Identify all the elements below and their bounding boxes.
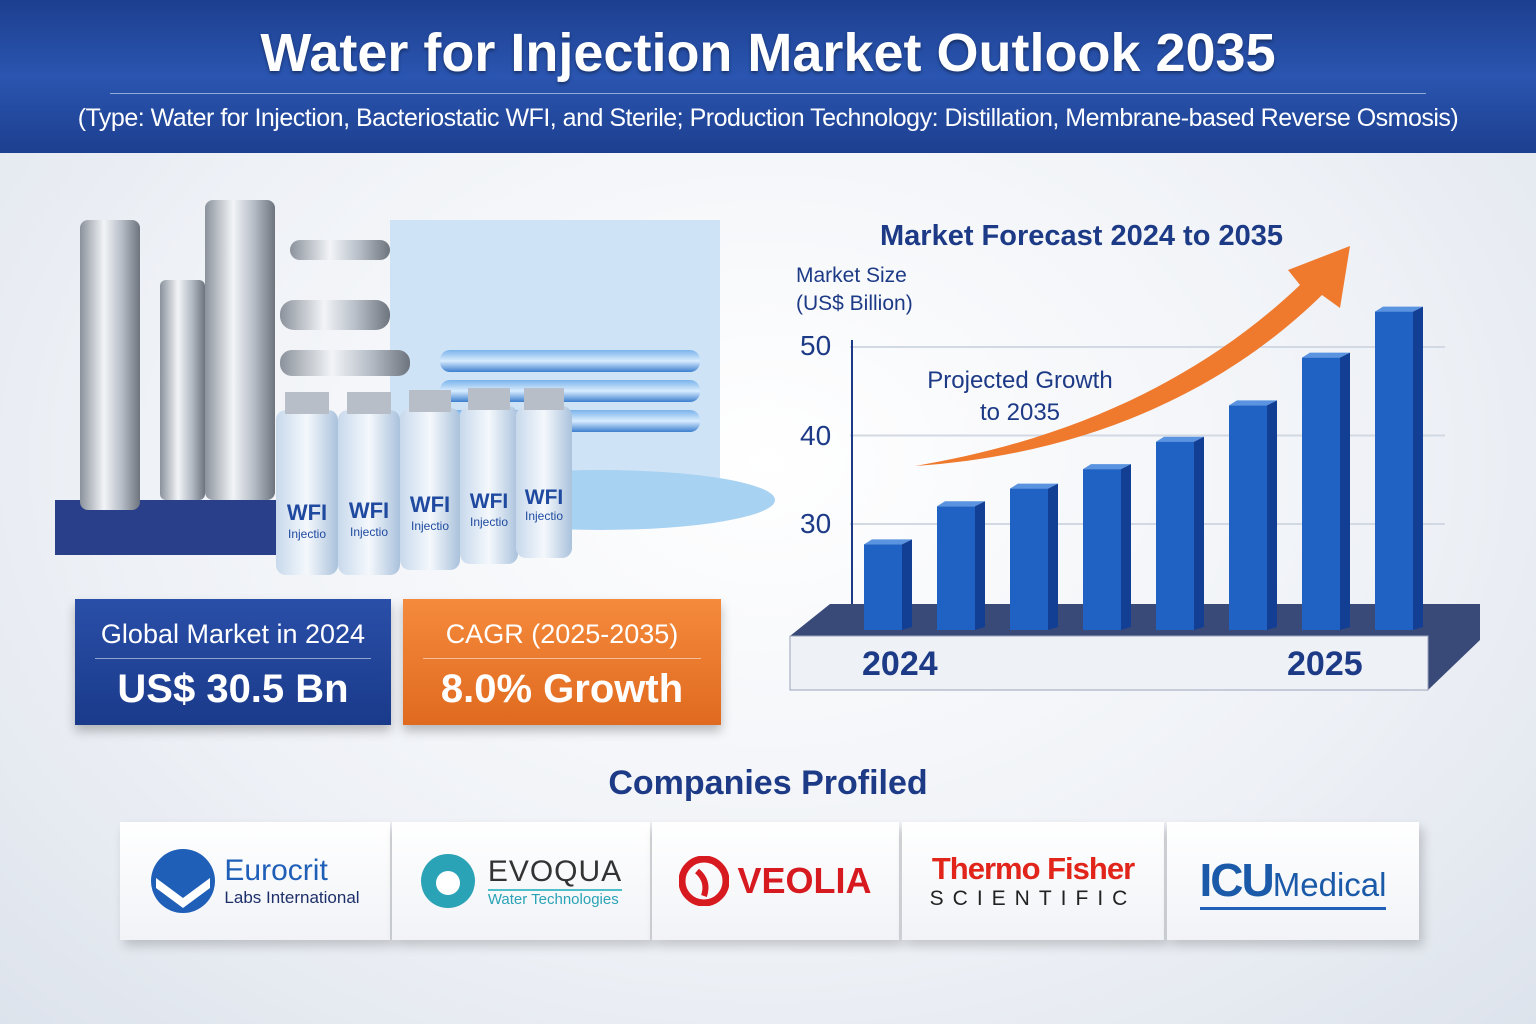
page-subtitle: (Type: Water for Injection, Bacteriostat…	[77, 104, 1459, 132]
eurocrit-globe-icon	[151, 849, 216, 913]
bar-1	[937, 506, 975, 630]
bar-2	[1010, 488, 1048, 630]
bar-side-1	[975, 501, 985, 630]
y-tick-30: 30	[800, 508, 832, 539]
divider	[95, 658, 371, 659]
bar-top-2	[1010, 483, 1058, 489]
chart-platform-face	[789, 635, 1429, 691]
cagr-value: 8.0% Growth	[440, 667, 684, 711]
bar-5	[1229, 405, 1267, 630]
svg-text:Injectio: Injectio	[411, 519, 449, 533]
bar-top-5	[1229, 400, 1277, 406]
x-label-2024: 2024	[862, 645, 938, 683]
svg-text:Injectio: Injectio	[350, 525, 388, 539]
svg-text:WFI: WFI	[349, 498, 389, 523]
y-tick-40: 40	[800, 420, 832, 451]
bar-0	[864, 544, 902, 630]
chart-title: Market Forecast 2024 to 2035	[880, 220, 1283, 252]
bar-side-4	[1194, 436, 1204, 630]
svg-text:WFI: WFI	[287, 500, 327, 525]
global-market-value: US$ 30.5 Bn	[117, 667, 349, 711]
page-title: Water for Injection Market Outlook 2035	[260, 23, 1276, 83]
bar-7	[1375, 311, 1413, 630]
y-tick-50: 50	[800, 330, 832, 361]
companies-title: Companies Profiled	[608, 764, 928, 802]
bar-top-7	[1375, 306, 1423, 312]
bar-top-1	[937, 501, 985, 507]
growth-arrow	[915, 246, 1350, 466]
bar-side-7	[1413, 306, 1423, 630]
svg-text:WFI: WFI	[410, 492, 450, 517]
bar-top-3	[1083, 464, 1131, 470]
projected-growth-annotation: Projected Growth to 2035	[927, 367, 1113, 426]
veolia-swirl-icon	[679, 856, 730, 906]
logo-evoqua: EVOQUA Water Technologies	[392, 822, 650, 940]
logo-thermo-fisher: Thermo Fisher SCIENTIFIC	[902, 822, 1164, 940]
x-label-2025: 2025	[1287, 645, 1363, 683]
bar-side-6	[1340, 352, 1350, 630]
y-axis-label: Market Size (US$ Billion)	[796, 264, 913, 315]
evoqua-drop-icon	[420, 854, 475, 908]
bar-top-0	[864, 539, 912, 545]
logo-icu-medical: ICU Medical	[1167, 822, 1419, 940]
bar-side-2	[1048, 483, 1058, 630]
svg-text:Injectio: Injectio	[470, 515, 508, 529]
bar-4	[1156, 441, 1194, 630]
divider	[110, 93, 1426, 94]
bar-side-0	[902, 539, 912, 630]
svg-text:WFI: WFI	[525, 486, 563, 509]
svg-text:WFI: WFI	[470, 490, 508, 513]
logo-veolia: VEOLIA	[652, 822, 899, 940]
divider	[423, 658, 701, 659]
svg-text:Injectio: Injectio	[288, 527, 326, 541]
bar-top-4	[1156, 436, 1204, 442]
bar-top-6	[1302, 352, 1350, 358]
global-market-card: Global Market in 2024 US$ 30.5 Bn	[75, 599, 391, 725]
cagr-card: CAGR (2025-2035) 8.0% Growth	[403, 599, 721, 725]
bar-6	[1302, 357, 1340, 630]
bar-3	[1083, 469, 1121, 630]
bar-side-3	[1121, 464, 1131, 630]
distillation-columns	[80, 200, 410, 510]
global-market-label: Global Market in 2024	[100, 619, 366, 649]
cagr-label: CAGR (2025-2035)	[445, 619, 679, 649]
svg-text:Injectio: Injectio	[525, 509, 563, 523]
logo-eurocrit: Eurocrit Labs International	[120, 822, 390, 940]
header-banner: Water for Injection Market Outlook 2035 …	[0, 0, 1536, 153]
bar-side-5	[1267, 400, 1277, 630]
